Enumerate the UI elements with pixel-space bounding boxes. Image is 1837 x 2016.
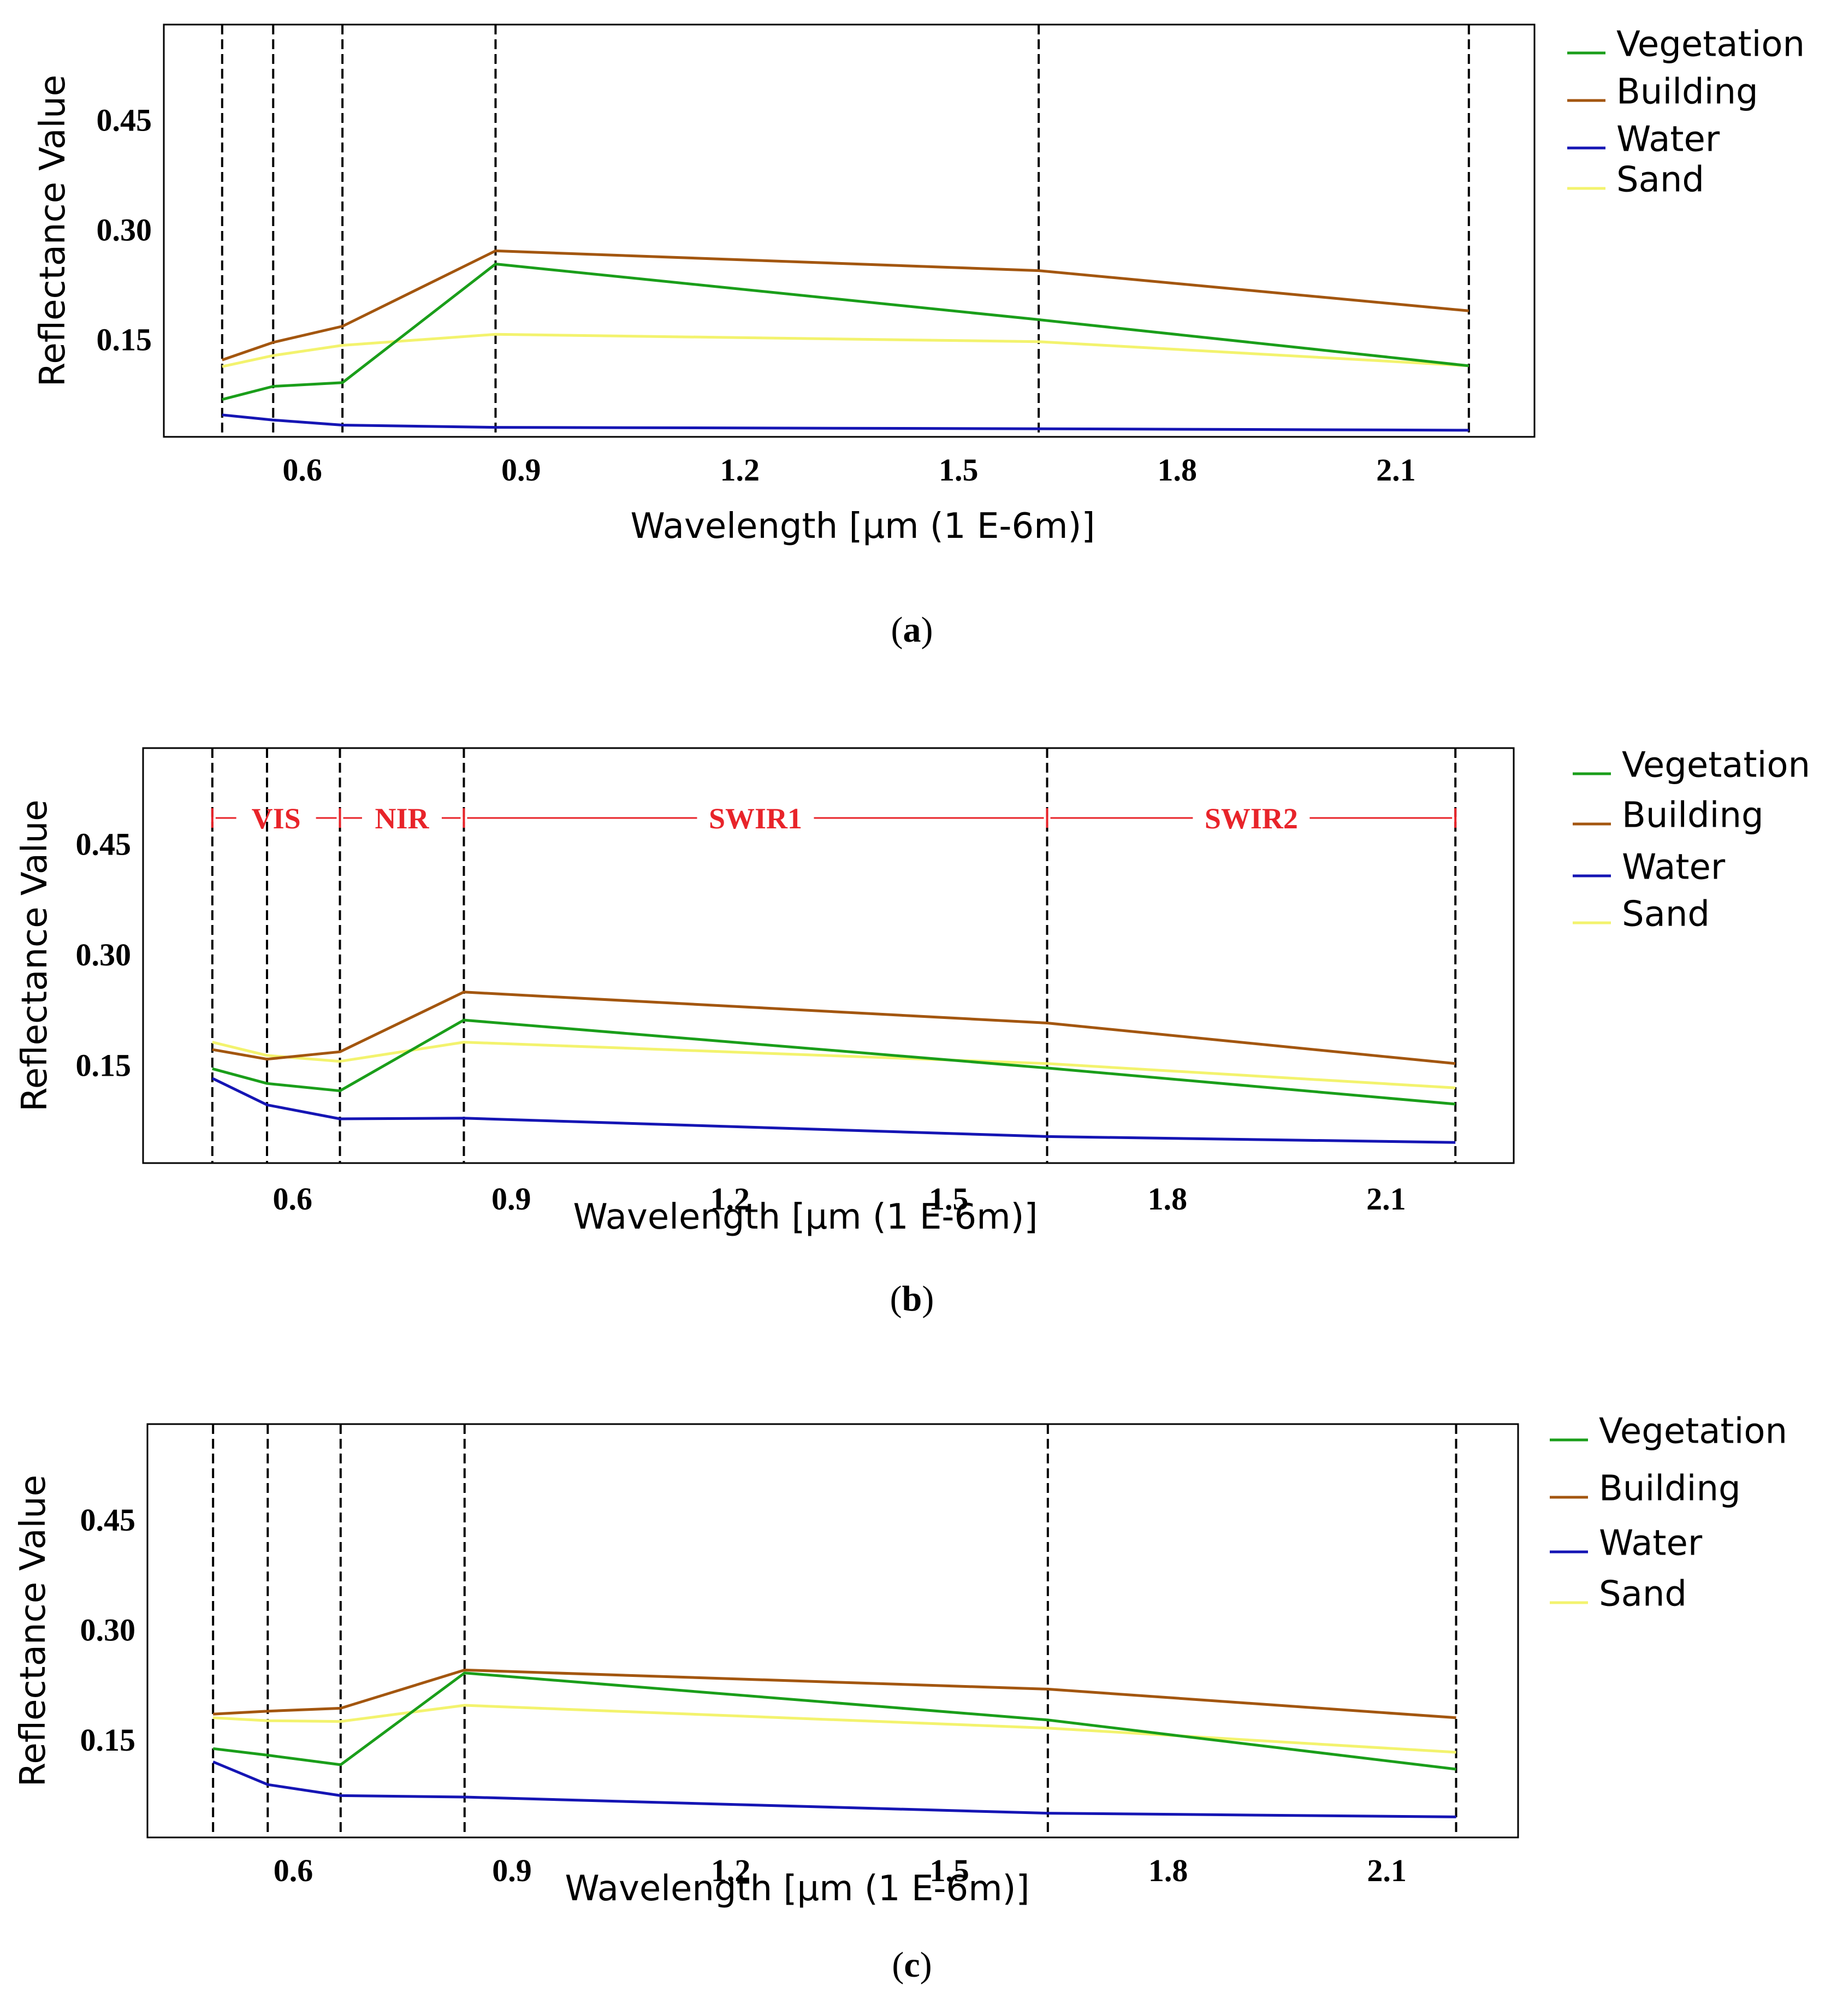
- x-tick-label: 1.8: [1148, 1181, 1188, 1217]
- series-line-building: [221, 249, 1469, 361]
- plot-frame: [142, 747, 1515, 1164]
- x-tick-label: 1.8: [1148, 1853, 1188, 1888]
- legend-label-water: Water: [1622, 847, 1726, 888]
- plot-frame: [163, 23, 1536, 438]
- x-tick-label: 1.2: [710, 1181, 750, 1217]
- band-label-nir: NIR: [375, 802, 429, 835]
- x-axis-title: Wavelength [µm (1 E-6m)]: [573, 1197, 1038, 1237]
- x-tick-label: 1.5: [939, 452, 979, 488]
- series-line-building: [212, 991, 1456, 1065]
- y-tick-label: 0.15: [80, 1722, 136, 1758]
- x-axis-title: Wavelength [µm (1 E-6m)]: [565, 1869, 1030, 1909]
- y-axis-title: Reflectance Value: [15, 799, 55, 1111]
- x-tick-label: 1.2: [711, 1853, 751, 1888]
- legend-label-building: Building: [1622, 796, 1764, 836]
- panels: 0.6 0.9 1.2 1.5 1.8 2.1 0.15 0.30 0.45 Wavelength…: [13, 23, 1810, 1985]
- x-tick-label: 0.6: [274, 1853, 313, 1888]
- legend-label-vegetation: Vegetation: [1616, 25, 1805, 65]
- band-label-vis: VIS: [252, 802, 301, 835]
- panel-caption-letter: a: [903, 610, 921, 650]
- x-axis-title: Wavelength [µm (1 E-6m)]: [631, 506, 1095, 547]
- band-label-swir2: SWIR2: [1205, 802, 1298, 835]
- chart-panel-c: 0.6 0.9 1.2 1.5 1.8 2.1 0.15 0.30 0.45 Wavelength…: [13, 1412, 1787, 1985]
- panel-caption: (a): [891, 610, 933, 650]
- x-tick-label: 1.5: [929, 1853, 969, 1888]
- band-label-swir1: SWIR1: [709, 802, 802, 835]
- x-tick-label: 2.1: [1367, 1853, 1407, 1888]
- y-tick-label: 0.45: [76, 826, 132, 862]
- x-tick-label: 1.8: [1158, 452, 1198, 488]
- y-axis-title: Reflectance Value: [33, 75, 73, 387]
- y-tick-label: 0.15: [76, 1047, 132, 1083]
- series-line-sand: [213, 1704, 1456, 1754]
- x-tick-label: 2.1: [1376, 452, 1416, 488]
- series-line-water: [211, 1077, 1456, 1144]
- legend-label-building: Building: [1616, 72, 1758, 112]
- x-tick-label: 0.9: [501, 452, 541, 488]
- x-tick-label: 0.9: [492, 1853, 532, 1888]
- series-line-water: [212, 1760, 1456, 1818]
- series-line-vegetation: [212, 1671, 1456, 1771]
- series-line-water: [222, 413, 1469, 432]
- y-tick-label: 0.30: [80, 1612, 136, 1647]
- y-axis-title: Reflectance Value: [13, 1475, 54, 1787]
- legend-label-sand: Sand: [1599, 1574, 1687, 1615]
- x-tick-label: 0.6: [272, 1181, 312, 1217]
- legend-label-building: Building: [1599, 1469, 1741, 1509]
- x-tick-label: 0.9: [491, 1181, 531, 1217]
- legend-label-water: Water: [1616, 120, 1720, 160]
- series-line-sand: [212, 1041, 1456, 1089]
- x-tick-label: 1.2: [720, 452, 760, 488]
- x-tick-label: 2.1: [1366, 1181, 1406, 1217]
- legend-label-sand: Sand: [1622, 894, 1710, 935]
- chart-panel-a: 0.6 0.9 1.2 1.5 1.8 2.1 0.15 0.30 0.45 Wavelength…: [33, 23, 1805, 650]
- y-tick-label: 0.45: [80, 1502, 136, 1538]
- series-line-vegetation: [212, 1018, 1456, 1106]
- series-line-vegetation: [222, 263, 1469, 401]
- x-tick-label: 0.6: [282, 452, 322, 488]
- y-tick-label: 0.15: [97, 322, 152, 358]
- panel-caption: (c): [892, 1945, 932, 1985]
- panel-caption: (b): [890, 1279, 934, 1319]
- legend-label-vegetation: Vegetation: [1622, 745, 1810, 786]
- legend-label-sand: Sand: [1616, 160, 1704, 200]
- series-line-building: [213, 1668, 1456, 1719]
- x-tick-label: 1.5: [929, 1181, 969, 1217]
- panel-caption-letter: b: [902, 1279, 922, 1319]
- legend-label-vegetation: Vegetation: [1599, 1412, 1787, 1452]
- panel-caption-letter: c: [904, 1945, 920, 1985]
- legend-label-water: Water: [1599, 1523, 1703, 1564]
- y-tick-label: 0.45: [97, 102, 152, 138]
- chart-panel-b: VIS NIR SWIR1 SWIR2 0.6 0.9 1.2 1.5 1.8 2.1 0.15 0.…: [15, 745, 1810, 1319]
- y-tick-label: 0.30: [97, 212, 152, 247]
- y-tick-label: 0.30: [76, 937, 132, 973]
- plot-frame: [146, 1423, 1519, 1839]
- series-line-sand: [222, 333, 1469, 368]
